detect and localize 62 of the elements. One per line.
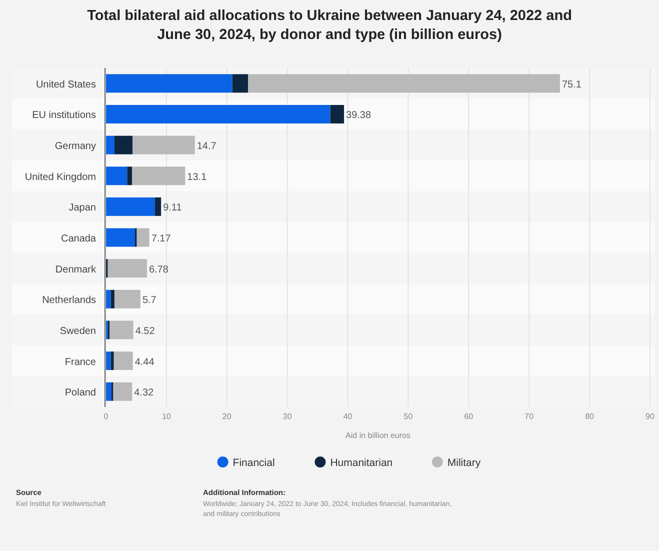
y-tick-label: Poland [64,388,96,399]
bar [113,382,132,401]
bar [106,197,155,216]
y-tick-label: France [64,356,96,368]
legend-label: Humanitarian [330,457,393,469]
y-tick-label: Germany [54,141,96,152]
x-tick-label: 10 [162,412,172,421]
bar [154,197,162,216]
bar [106,228,136,247]
y-tick-label: Canada [60,234,96,244]
x-tick-label: 60 [464,412,474,421]
x-tick-label: 90 [646,412,655,421]
legend-label: Military [447,457,482,469]
y-tick-label: Sweden [60,326,96,337]
total-label: 5.7 [142,295,157,306]
total-label: 6.78 [148,264,169,276]
bar [114,136,133,154]
bar [106,166,128,186]
total-label: 9.11 [163,202,182,214]
bar [330,104,344,124]
legend-label: Financial [232,457,275,469]
bar [106,352,111,370]
x-tick-label: 0 [104,412,109,421]
bar [114,352,133,370]
total-label: 14.7 [196,141,217,152]
total-label: 75.1 [562,79,582,90]
bar [106,104,330,124]
y-tick-label: Denmark [55,264,97,276]
total-label: 4.52 [135,326,156,337]
bar [110,290,114,308]
bar [127,166,132,186]
y-tick-label: United Kingdom [24,172,96,183]
x-axis-title: Aid in billion euros [346,431,410,440]
y-tick-label: Japan [68,202,96,214]
y-tick-label: EU institutions [32,110,96,122]
bar [248,74,560,93]
y-tick-label: United States [36,79,96,90]
total-label: 7.17 [151,234,172,244]
bar [110,320,134,340]
bar [114,290,140,308]
x-tick-label: 80 [585,412,595,421]
bar [106,136,114,154]
bar [106,290,111,308]
total-label: 4.32 [134,388,154,399]
total-label: 39.38 [346,110,372,122]
x-tick-label: 20 [222,412,232,421]
bar [132,166,186,186]
bar [136,228,150,247]
x-tick-label: 70 [524,412,534,421]
x-tick-label: 40 [343,412,353,421]
bar [106,74,232,93]
x-tick-label: 30 [282,412,292,421]
total-label: 4.44 [134,356,155,368]
bar [232,74,248,93]
x-tick-label: 50 [404,412,414,421]
bar [132,136,195,154]
bar [106,382,112,401]
bar [110,352,114,370]
y-tick-label: Netherlands [42,295,96,306]
bar [108,259,147,278]
chart-title: Total bilateral aid allocations to Ukraine between January 24, 2022 and June 30, 2024, by donor and type (in billion euros) [87,8,572,43]
total-label: 13.1 [187,172,208,183]
